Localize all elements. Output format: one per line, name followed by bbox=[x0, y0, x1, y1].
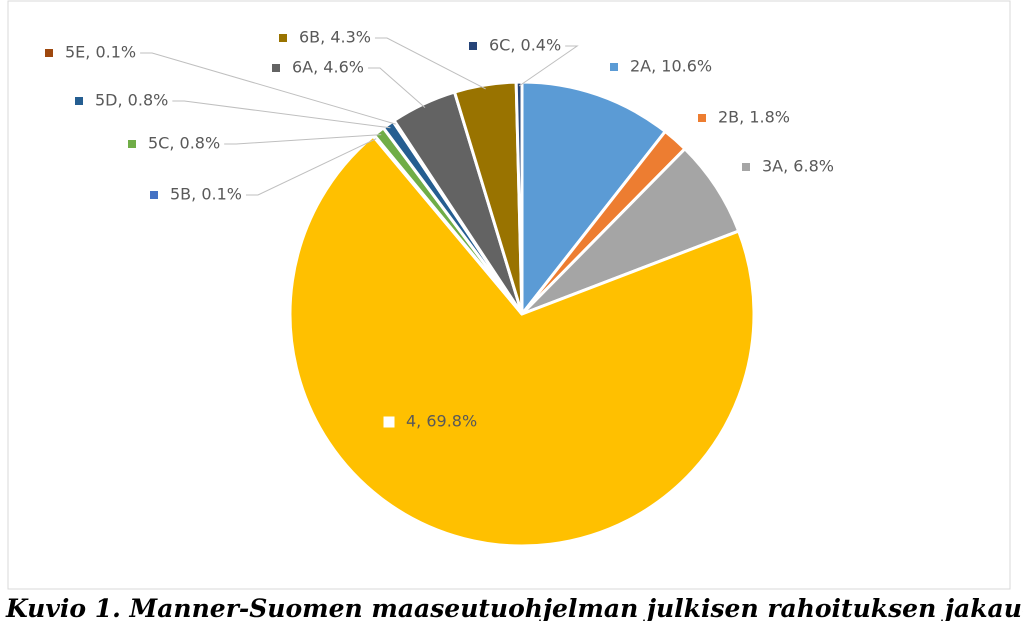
data-label: 4, 69.8% bbox=[406, 412, 477, 431]
leader-line bbox=[518, 45, 579, 87]
data-label: 2A, 10.6% bbox=[630, 57, 712, 76]
leader-line bbox=[224, 134, 382, 145]
legend-marker bbox=[279, 34, 287, 42]
legend-marker bbox=[272, 64, 280, 72]
data-label: 6A, 4.6% bbox=[292, 58, 364, 77]
data-label: 3A, 6.8% bbox=[762, 157, 834, 176]
leader-line bbox=[172, 100, 391, 129]
legend-marker bbox=[469, 42, 477, 50]
data-label: 6C, 0.4% bbox=[489, 36, 561, 55]
legend-marker bbox=[45, 49, 53, 57]
pie-slice bbox=[520, 80, 668, 319]
data-label: 5B, 0.1% bbox=[170, 185, 242, 204]
pie-slice bbox=[514, 80, 524, 315]
data-label: 5D, 0.8% bbox=[95, 91, 168, 110]
legend-marker bbox=[128, 140, 136, 148]
leader-line bbox=[245, 138, 377, 196]
leader-line bbox=[140, 52, 396, 125]
data-label: 6B, 4.3% bbox=[299, 28, 371, 47]
legend-marker bbox=[698, 114, 706, 122]
pie-slice bbox=[288, 133, 756, 548]
data-label: 2B, 1.8% bbox=[718, 108, 790, 127]
legend-marker bbox=[742, 163, 750, 171]
leader-line bbox=[367, 67, 426, 109]
caption: Kuvio 1. Manner-Suomen maaseutuohjelman … bbox=[5, 594, 1023, 621]
legend-marker bbox=[150, 191, 158, 199]
legend-marker bbox=[610, 63, 618, 71]
data-label: 5C, 0.8% bbox=[148, 134, 220, 153]
legend-marker bbox=[75, 97, 83, 105]
legend-marker bbox=[380, 413, 398, 431]
leader-line bbox=[374, 37, 486, 90]
data-label: 5E, 0.1% bbox=[65, 43, 136, 62]
